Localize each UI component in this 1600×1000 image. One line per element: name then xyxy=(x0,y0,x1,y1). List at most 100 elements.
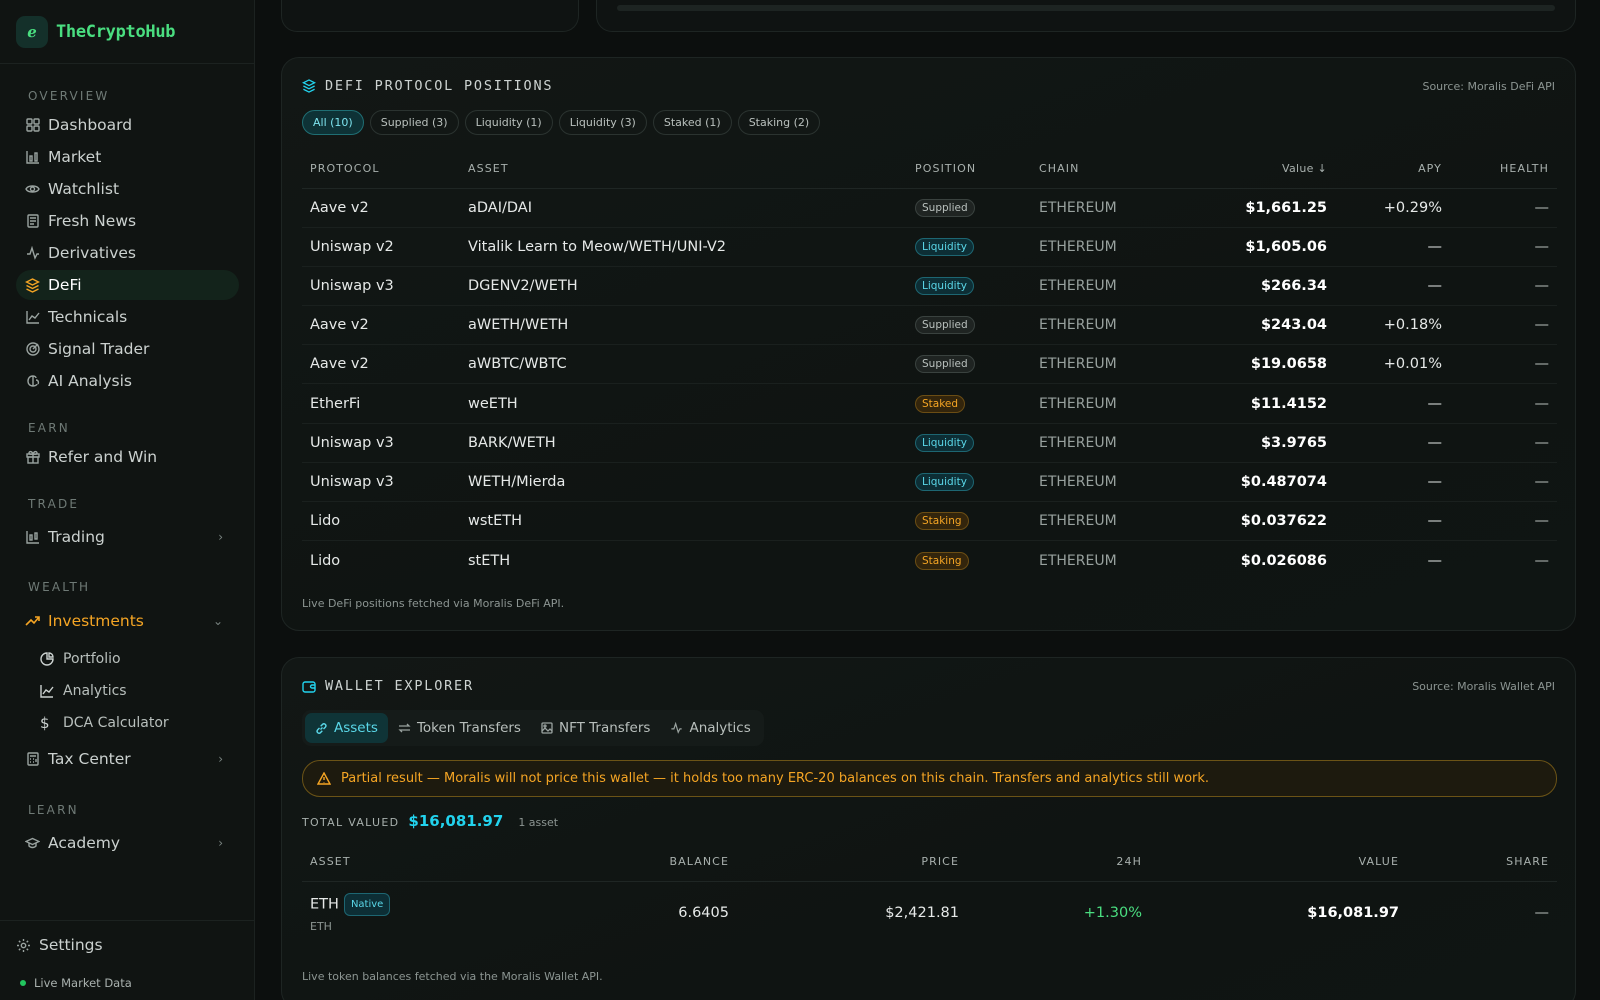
chip-staked[interactable]: Staked (1) xyxy=(652,110,732,135)
nav-defi[interactable]: DeFi xyxy=(16,270,239,300)
table-row[interactable]: Uniswap v3 WETH/Mierda Liquidity ETHEREUM $0… xyxy=(302,462,1557,503)
table-row[interactable]: Uniswap v2 Vitalik Learn to Meow/WETH/UNI… xyxy=(302,227,1557,267)
position-badge: Liquidity xyxy=(915,237,974,256)
protocol-cell: Uniswap v3 xyxy=(302,423,460,463)
nav-label: Trading xyxy=(48,528,105,546)
apy-cell: — xyxy=(1335,462,1450,503)
nav-label: Signal Trader xyxy=(48,340,150,358)
table-row[interactable]: Aave v2 aWETH/WETH Supplied ETHEREUM $243.04… xyxy=(302,305,1557,346)
wallet-tabs: Assets Token Transfers NFT Transfers Ana… xyxy=(302,710,764,746)
card-above-bar xyxy=(617,5,1555,11)
apy-cell: +0.18% xyxy=(1335,305,1450,346)
position-badge: Liquidity xyxy=(915,276,974,295)
table-row[interactable]: EtherFi weETH Staked ETHEREUM $11.4152— — xyxy=(302,383,1557,424)
tab-assets[interactable]: Assets xyxy=(305,713,388,743)
nav-academy[interactable]: Academy › xyxy=(16,828,239,858)
chip-all[interactable]: All (10) xyxy=(302,110,364,135)
chip-liquidity-2[interactable]: Liquidity (3) xyxy=(558,110,647,135)
chevron-right-icon: › xyxy=(218,752,223,766)
apy-cell: — xyxy=(1335,501,1450,542)
table-row[interactable]: Uniswap v3 DGENV2/WETH Liquidity ETHEREUM $2… xyxy=(302,266,1557,307)
value-cell: $243.04 xyxy=(1195,305,1335,346)
section-overview: OVERVIEW xyxy=(28,89,110,103)
col-balance[interactable]: BALANCE xyxy=(602,843,737,882)
nav-investments[interactable]: Investments ⌄ xyxy=(16,606,239,636)
defi-title: DEFI PROTOCOL POSITIONS xyxy=(302,78,553,94)
asset-cell: stETH xyxy=(468,552,511,569)
tab-analytics[interactable]: Analytics xyxy=(660,713,760,743)
chip-supplied[interactable]: Supplied (3) xyxy=(369,110,459,135)
apy-cell: — xyxy=(1335,266,1450,307)
chip-liquidity[interactable]: Liquidity (1) xyxy=(464,110,553,135)
value-cell: $19.0658 xyxy=(1195,344,1335,385)
tab-label: Analytics xyxy=(689,720,751,736)
nav-tax-center[interactable]: Tax Center › xyxy=(16,744,239,774)
sub-analytics[interactable]: Analytics xyxy=(40,678,127,704)
nav-refer-and-win[interactable]: Refer and Win xyxy=(16,442,239,472)
sub-portfolio[interactable]: Portfolio xyxy=(40,646,121,672)
nav-watchlist[interactable]: Watchlist xyxy=(16,174,239,204)
settings-button[interactable]: Settings xyxy=(16,936,103,954)
calculator-icon xyxy=(25,752,40,767)
brand[interactable]: ℯ TheCryptoHub xyxy=(0,0,254,64)
nav-derivatives[interactable]: Derivatives xyxy=(16,238,239,268)
position-badge: Staking xyxy=(915,551,969,570)
chain-cell: ETHEREUM xyxy=(1031,501,1195,542)
brain-icon xyxy=(25,374,40,389)
nav-trading[interactable]: Trading › xyxy=(16,522,239,552)
position-cell: Supplied xyxy=(907,188,1031,228)
card-above-left xyxy=(281,0,579,32)
nav-fresh-news[interactable]: Fresh News xyxy=(16,206,239,236)
table-row[interactable]: Lido wstETH Staking ETHEREUM $0.037622— — xyxy=(302,501,1557,542)
nav-market[interactable]: Market xyxy=(16,142,239,172)
defi-footnote: Live DeFi positions fetched via Moralis … xyxy=(302,597,565,610)
position-badge: Liquidity xyxy=(915,472,974,491)
chain-cell: ETHEREUM xyxy=(1031,462,1195,503)
col-position[interactable]: POSITION xyxy=(907,150,1031,189)
col-asset[interactable]: ASSET xyxy=(302,843,602,882)
protocol-cell: Uniswap v3 xyxy=(302,462,460,503)
col-chain[interactable]: CHAIN xyxy=(1031,150,1195,189)
health-cell: — xyxy=(1450,462,1557,503)
col-24h[interactable]: 24H xyxy=(967,843,1150,882)
chip-staking[interactable]: Staking (2) xyxy=(737,110,821,135)
health-cell: — xyxy=(1450,266,1557,307)
graduation-cap-icon xyxy=(25,836,40,851)
value-cell: $0.037622 xyxy=(1195,501,1335,542)
image-icon xyxy=(541,722,553,734)
tab-nft-transfers[interactable]: NFT Transfers xyxy=(531,713,660,743)
nav-ai-analysis[interactable]: AI Analysis xyxy=(16,366,239,396)
table-row[interactable]: Aave v2 aWBTC/WBTC Supplied ETHEREUM $19.065… xyxy=(302,344,1557,385)
col-protocol[interactable]: PROTOCOL xyxy=(302,150,460,189)
col-asset[interactable]: ASSET xyxy=(460,150,907,189)
col-price[interactable]: PRICE xyxy=(737,843,967,882)
partial-result-warning: Partial result — Moralis will not price … xyxy=(302,760,1557,797)
table-row[interactable]: ETH Native ETH 6.6405 $2,421.81 +1.30% $1… xyxy=(302,881,1557,945)
activity-icon xyxy=(670,722,683,734)
col-health[interactable]: HEALTH xyxy=(1450,150,1557,189)
table-row[interactable]: Lido stETH Staking ETHEREUM $0.026086 — — xyxy=(302,541,1557,580)
col-value[interactable]: VALUE xyxy=(1150,843,1407,882)
col-apy[interactable]: APY xyxy=(1335,150,1450,189)
nav-signal-trader[interactable]: Signal Trader xyxy=(16,334,239,364)
sub-dca-calculator[interactable]: $ DCA Calculator xyxy=(40,710,169,736)
link-icon xyxy=(315,722,328,735)
nav-dashboard[interactable]: Dashboard xyxy=(16,110,239,140)
apy-cell: — xyxy=(1335,423,1450,463)
wallet-assets-table: ASSET BALANCE PRICE 24H VALUE SHARE ETH N… xyxy=(302,843,1557,945)
nav-technicals[interactable]: Technicals xyxy=(16,302,239,332)
nav-label: Tax Center xyxy=(48,750,131,768)
dollar-icon: $ xyxy=(40,714,50,732)
warning-text: Partial result — Moralis will not price … xyxy=(341,771,1210,786)
table-row[interactable]: Uniswap v3 BARK/WETH Liquidity ETHEREUM $3.9… xyxy=(302,423,1557,463)
position-cell: Liquidity xyxy=(907,266,1031,307)
table-row[interactable]: Aave v2 aDAI/DAI Supplied ETHEREUM $1,661.25… xyxy=(302,188,1557,228)
wallet-header-row: ASSET BALANCE PRICE 24H VALUE SHARE xyxy=(302,843,1557,882)
chevron-down-icon: ⌄ xyxy=(212,614,223,628)
tab-token-transfers[interactable]: Token Transfers xyxy=(388,713,531,743)
defi-table-body: Aave v2 aDAI/DAI Supplied ETHEREUM $1,661.25… xyxy=(302,188,1557,580)
position-cell: Staking xyxy=(907,541,1031,580)
col-share[interactable]: SHARE xyxy=(1407,843,1557,882)
col-value-sort[interactable]: Value ↓ xyxy=(1195,150,1335,189)
asset-cell: DGENV2/WETH xyxy=(460,266,907,307)
